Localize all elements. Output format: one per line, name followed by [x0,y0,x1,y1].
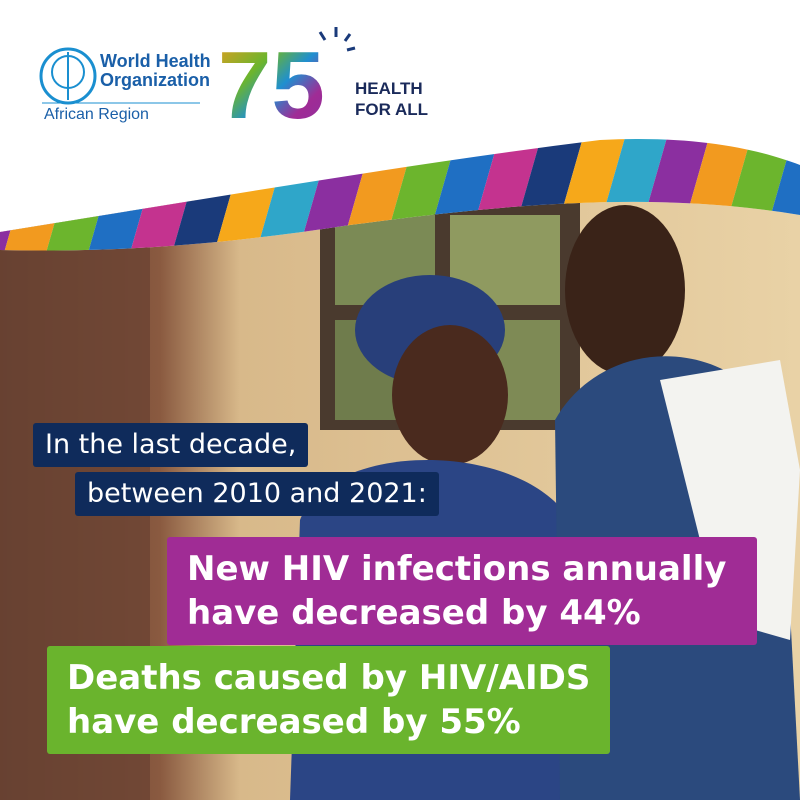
fact-line: have decreased by 55% [67,702,521,742]
intro-line: between 2010 and 2021: [75,472,439,516]
fact-box: New HIV infections annually have decreas… [167,537,757,645]
fact-box: Deaths caused by HIV/AIDS have decreased… [47,646,610,754]
logo-rays [318,27,356,52]
region: African Region [44,106,149,123]
org-line: Organization [100,70,211,90]
fact-line: Deaths caused by HIV/AIDS [67,658,591,698]
intro-line: In the last decade, [33,423,309,467]
slogan: HEALTH FOR ALL [355,78,428,120]
slogan-line: FOR ALL [355,100,429,119]
slogan-line: HEALTH [355,79,423,98]
fact-line: New HIV infections annually [187,549,727,589]
anniversary-logo: 75 [218,32,325,139]
org-name: World Health Organization [100,52,211,90]
org-line: World Health [100,51,211,71]
fact-line: have decreased by 44% [187,593,641,633]
